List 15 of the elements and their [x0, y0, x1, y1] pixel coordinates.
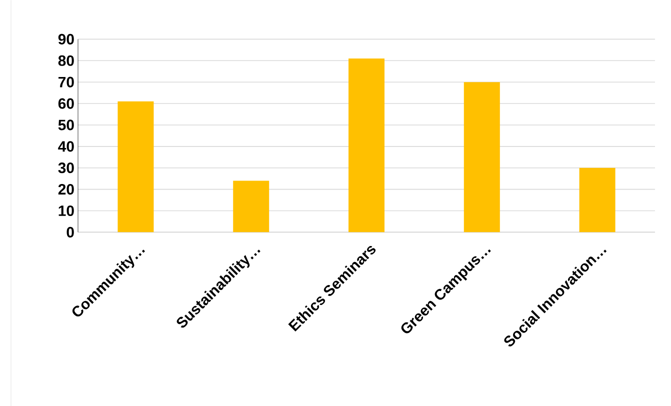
bar — [464, 82, 500, 232]
y-tick-label: 30 — [58, 162, 74, 173]
bar — [118, 101, 154, 232]
y-tick-label: 50 — [58, 120, 74, 130]
y-tick-label: 10 — [58, 205, 74, 216]
bar — [348, 58, 385, 232]
bar — [233, 180, 270, 232]
y-tick-label: 60 — [58, 98, 74, 109]
y-tick-label: 0 — [66, 226, 74, 238]
y-tick-label: 80 — [58, 55, 74, 66]
bar — [579, 168, 616, 232]
y-tick-label: 40 — [58, 140, 74, 152]
y-tick-label: 20 — [58, 184, 74, 194]
y-tick-label: 90 — [58, 34, 74, 44]
y-tick-label: 70 — [58, 76, 74, 88]
